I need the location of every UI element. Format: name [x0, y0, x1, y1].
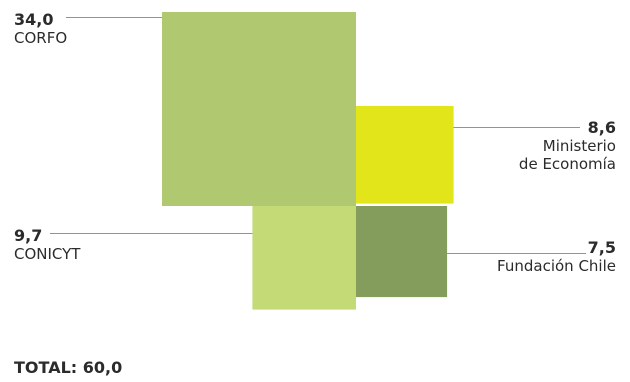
value-label-ministerio: 8,6: [519, 118, 616, 137]
label-fundacion: 7,5 Fundación Chile: [497, 238, 616, 275]
name-label-corfo: CORFO: [14, 29, 67, 47]
square-fundacion: [356, 206, 447, 297]
value-label-fundacion: 7,5: [497, 238, 616, 257]
label-corfo: 34,0 CORFO: [14, 10, 67, 47]
square-ministerio: [356, 106, 454, 204]
name-label-ministerio-line1: Ministerio: [519, 137, 616, 155]
name-label-ministerio-line2: de Economía: [519, 155, 616, 173]
name-label-conicyt: CONICYT: [14, 245, 80, 263]
value-label-corfo: 34,0: [14, 10, 67, 29]
total-label: TOTAL: 60,0: [14, 358, 122, 377]
value-label-conicyt: 9,7: [14, 226, 80, 245]
name-label-fundacion: Fundación Chile: [497, 257, 616, 275]
label-ministerio: 8,6 Ministerio de Economía: [519, 118, 616, 173]
label-conicyt: 9,7 CONICYT: [14, 226, 80, 263]
square-conicyt: [252, 206, 356, 310]
square-corfo: [162, 12, 356, 206]
